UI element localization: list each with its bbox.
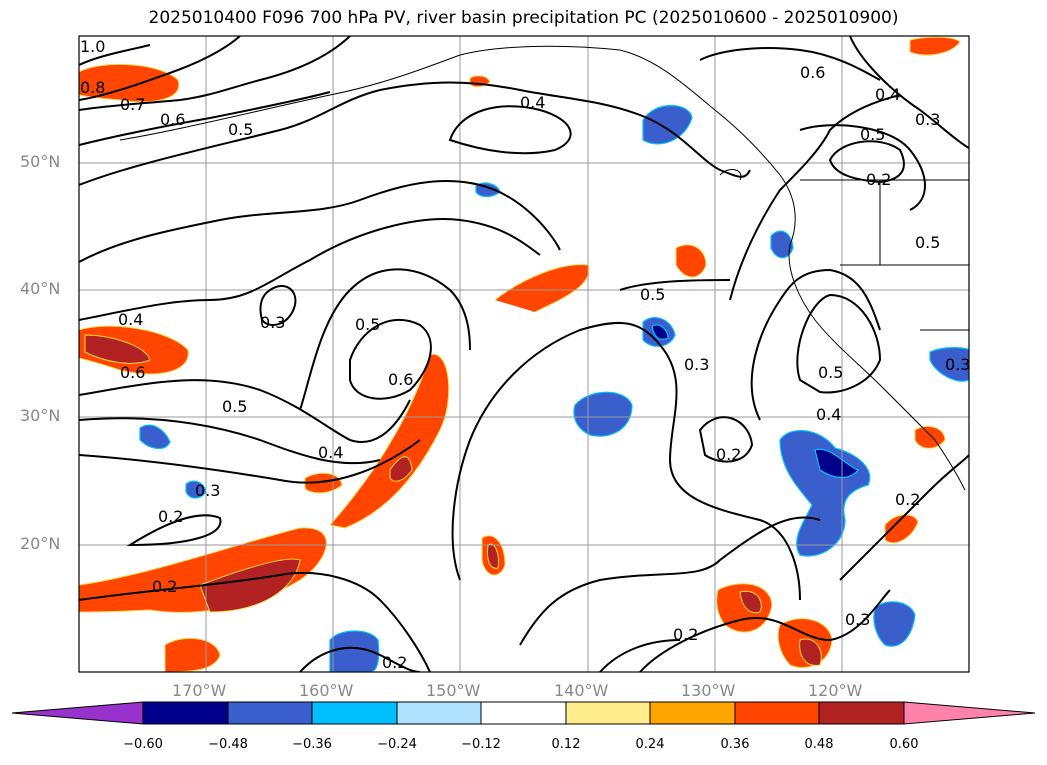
lon-label: 150°W [426, 681, 481, 700]
colorbar-segment [480, 701, 567, 725]
colorbar-extend-low [11, 701, 144, 725]
contour-label: 0.5 [915, 233, 940, 252]
colorbar-extend-high [903, 701, 1036, 725]
contour-label: 0.8 [80, 78, 105, 97]
colorbar-tick-label: 0.24 [635, 737, 665, 752]
graticule [79, 36, 969, 672]
lon-label: 120°W [808, 681, 863, 700]
pv-contours [79, 36, 969, 672]
colorbar-segment [227, 701, 313, 725]
colorbar-tick-label: 0.36 [720, 737, 750, 752]
colorbar-tick-label: 0.48 [804, 737, 834, 752]
contour-label: 0.5 [355, 315, 380, 334]
contour-label: 0.2 [866, 170, 891, 189]
contour-label: 0.4 [118, 310, 143, 329]
contour-labels: 1.0 0.8 0.7 0.6 0.5 0.4 0.6 0.5 0.4 0.3 … [80, 37, 970, 672]
lon-label: 130°W [681, 681, 736, 700]
colorbar-segment [649, 701, 736, 725]
contour-label: 0.3 [195, 481, 220, 500]
contour-label: 0.3 [945, 355, 970, 374]
colorbar-tick-label: −0.36 [292, 737, 332, 752]
contour-label: 0.2 [152, 577, 177, 596]
colorbar-segment [818, 701, 905, 725]
colorbar [11, 701, 1036, 725]
contour-label: 0.5 [640, 285, 665, 304]
lon-label: 140°W [554, 681, 609, 700]
colorbar-tick-label: −0.60 [123, 737, 163, 752]
contour-label: 0.6 [160, 110, 185, 129]
contour-label: 0.7 [120, 95, 145, 114]
contour-label: 0.3 [845, 610, 870, 629]
contour-label: 0.4 [318, 443, 343, 462]
lon-label: 170°W [172, 681, 227, 700]
contour-label: 0.2 [716, 445, 741, 464]
positive-precip-shading [79, 36, 961, 672]
coastlines [119, 45, 969, 491]
contour-label: 0.4 [520, 93, 545, 112]
lat-label: 40°N [20, 279, 61, 298]
contour-label: 0.3 [260, 313, 285, 332]
contour-label: 1.0 [80, 37, 105, 56]
contour-label: 0.6 [120, 363, 145, 382]
contour-label: 0.5 [228, 120, 253, 139]
lon-label: 160°W [299, 681, 354, 700]
map-frame [78, 35, 970, 673]
colorbar-tick-label: −0.12 [461, 737, 501, 752]
map-title: 2025010400 F096 700 hPa PV, river basin … [148, 8, 899, 28]
colorbar-tick-label: 0.12 [551, 737, 581, 752]
lat-label: 20°N [20, 534, 61, 553]
contour-label: 0.2 [382, 653, 407, 672]
contour-label: 0.4 [875, 85, 900, 104]
contour-label: 0.3 [915, 110, 940, 129]
contour-label: 0.5 [860, 125, 885, 144]
colorbar-tick-label: −0.24 [377, 737, 417, 752]
contour-label: 0.3 [684, 355, 709, 374]
colorbar-segment [734, 701, 820, 725]
lat-label: 50°N [20, 152, 61, 171]
contour-label: 0.6 [388, 370, 413, 389]
contour-label: 0.4 [816, 405, 841, 424]
colorbar-segment [142, 701, 229, 725]
contour-label: 0.2 [673, 625, 698, 644]
contour-label: 0.2 [158, 507, 183, 526]
contour-label: 0.5 [818, 363, 843, 382]
colorbar-tick-label: 0.60 [889, 737, 919, 752]
contour-label: 0.2 [895, 490, 920, 509]
colorbar-segment [311, 701, 398, 725]
contour-label: 0.6 [800, 63, 825, 82]
colorbar-segment [565, 701, 651, 725]
contour-label: 0.5 [222, 397, 247, 416]
lat-label: 30°N [20, 406, 61, 425]
colorbar-segment [396, 701, 482, 725]
colorbar-tick-label: −0.48 [208, 737, 248, 752]
